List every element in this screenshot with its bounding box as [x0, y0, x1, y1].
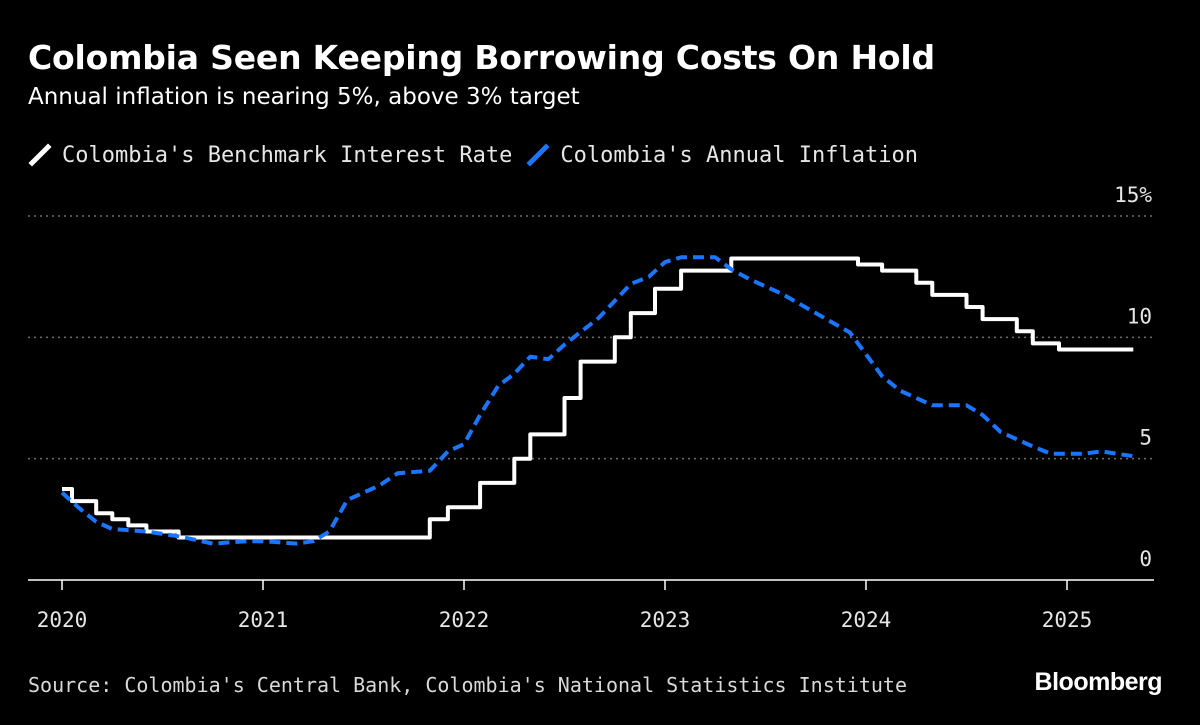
bloomberg-logo: Bloomberg [1034, 668, 1163, 696]
legend-label-interest-rate: Colombia's Benchmark Interest Rate [62, 142, 513, 168]
y-tick-label: 10 [1127, 304, 1152, 328]
chart-title: Colombia Seen Keeping Borrowing Costs On… [28, 38, 935, 77]
legend-item-inflation: Colombia's Annual Inflation [526, 143, 918, 168]
legend-item-interest-rate: Colombia's Benchmark Interest Rate [28, 143, 512, 168]
x-tick-label: 2025 [1042, 608, 1093, 632]
dashed-line-swatch-icon [526, 143, 550, 167]
y-tick-label: 5 [1139, 426, 1152, 450]
x-axis: 2020 2021 2022 2023 2024 2025 [28, 579, 1154, 632]
x-tick-label: 2021 [238, 608, 289, 632]
x-tick-label: 2020 [37, 608, 88, 632]
y-tick-label: 15% [1114, 183, 1152, 207]
y-axis-ticks: 15% 10 5 0 [1114, 183, 1152, 571]
gridlines [28, 215, 1154, 460]
interest-rate-line [62, 256, 1134, 540]
y-tick-label: 0 [1139, 547, 1152, 571]
x-tick-label: 2024 [841, 608, 892, 632]
x-tick-label: 2022 [439, 608, 490, 632]
series-lines [60, 255, 1134, 546]
chart-subtitle: Annual inflation is nearing 5%, above 3%… [28, 84, 580, 110]
legend-label-inflation: Colombia's Annual Inflation [560, 142, 918, 168]
solid-line-swatch-icon [28, 143, 52, 167]
legend: Colombia's Benchmark Interest Rate Colom… [28, 138, 932, 172]
source-note: Source: Colombia's Central Bank, Colombi… [28, 673, 907, 697]
inflation-line [60, 255, 1134, 546]
x-tick-label: 2023 [640, 608, 691, 632]
